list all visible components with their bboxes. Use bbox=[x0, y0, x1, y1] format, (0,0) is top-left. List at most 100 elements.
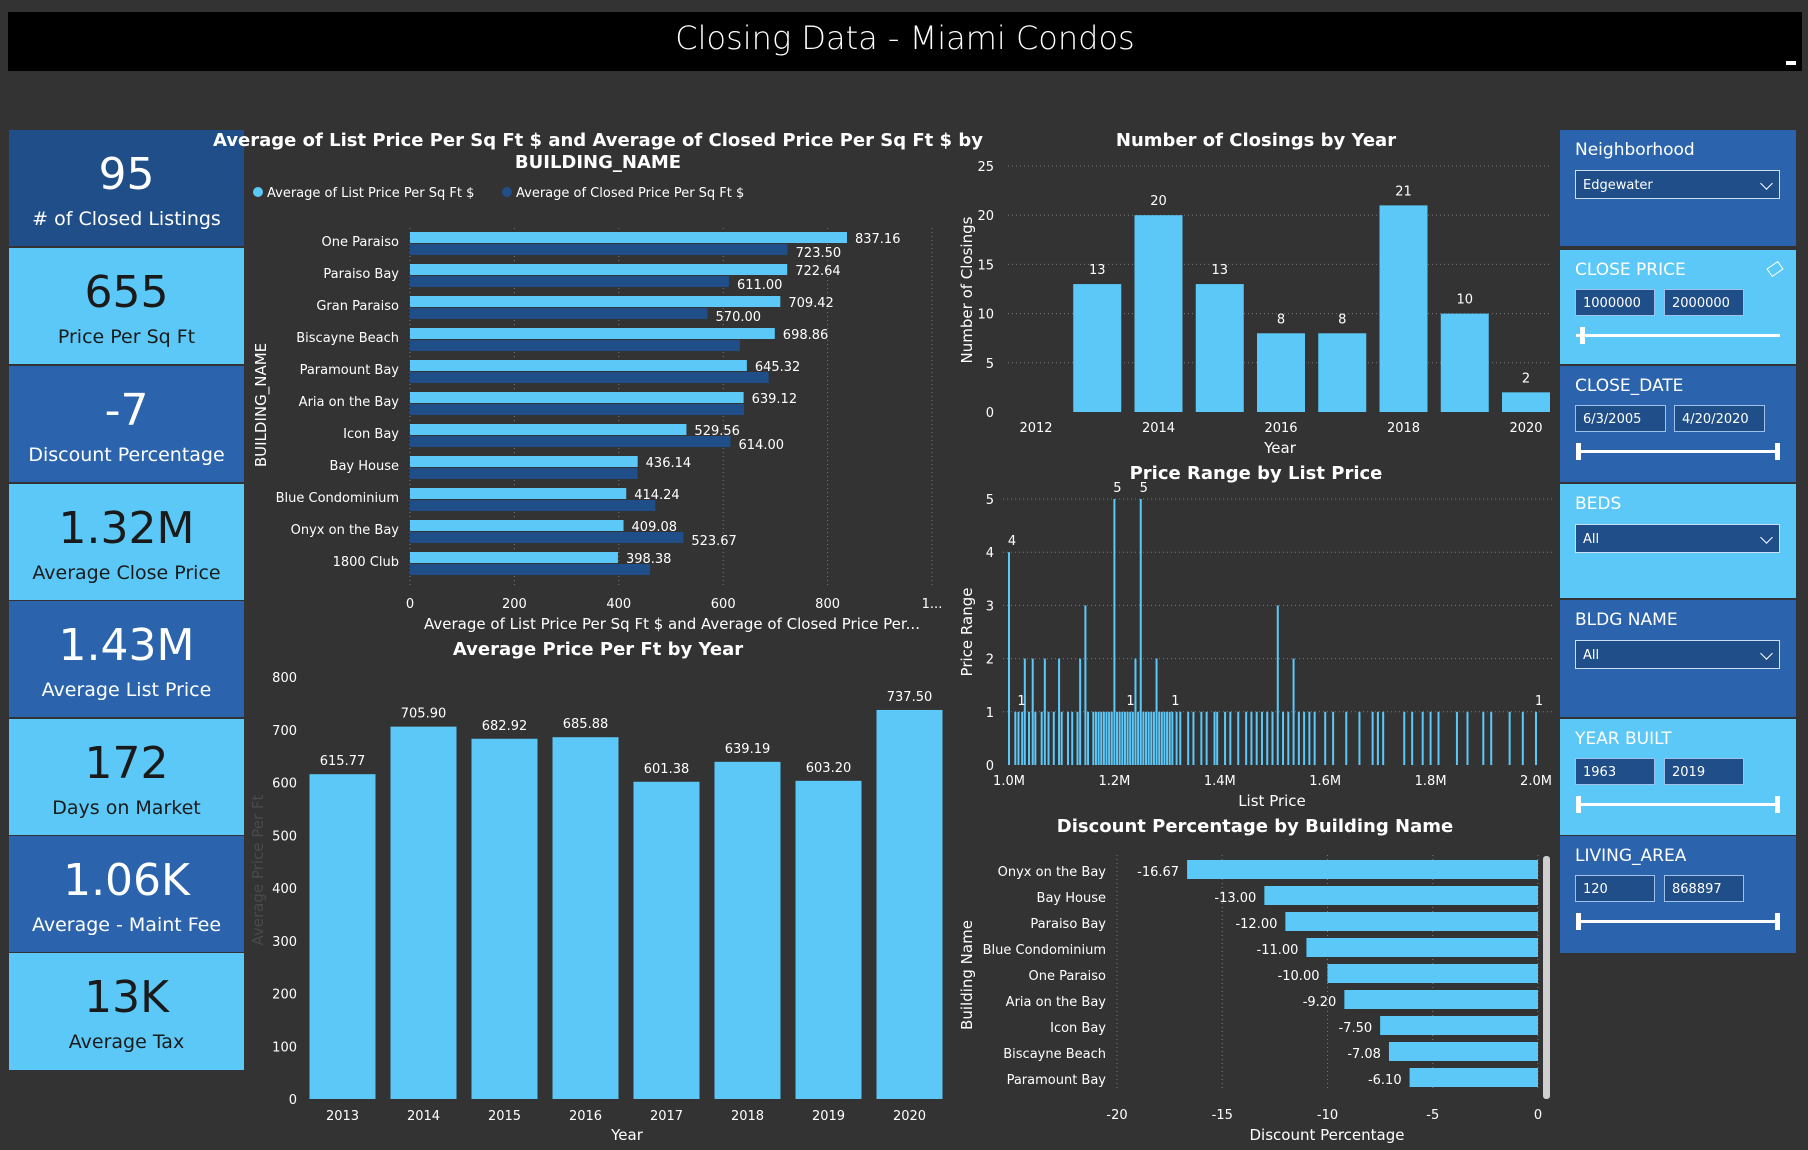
slider-handle-max[interactable] bbox=[1775, 443, 1780, 460]
slider-track[interactable] bbox=[1576, 920, 1780, 923]
x-tick-label: 1.4M bbox=[1204, 774, 1236, 789]
y-tick-label: 5 bbox=[986, 357, 994, 372]
bar-list-price bbox=[410, 456, 638, 467]
slider-track[interactable] bbox=[1576, 334, 1780, 337]
data-label: 5 bbox=[1113, 481, 1121, 496]
bar-list-price bbox=[410, 552, 618, 563]
bar bbox=[1455, 711, 1458, 765]
kpi-label: # of Closed Listings bbox=[32, 208, 221, 230]
scrollbar bbox=[1543, 856, 1550, 1099]
living-area-max-input[interactable]: 868897 bbox=[1664, 875, 1744, 902]
category-label: One Paraiso bbox=[1029, 969, 1107, 984]
bar-list-price bbox=[410, 424, 687, 435]
bar bbox=[1237, 711, 1240, 765]
bar bbox=[1429, 711, 1432, 765]
bldg-name-dropdown[interactable]: All bbox=[1575, 640, 1780, 669]
bar bbox=[1058, 658, 1061, 765]
data-label: 436.14 bbox=[646, 456, 692, 471]
bar bbox=[1034, 711, 1037, 765]
close-price-min-input[interactable]: 1000000 bbox=[1575, 289, 1655, 316]
data-label: -9.20 bbox=[1303, 995, 1337, 1010]
bar bbox=[1266, 711, 1269, 765]
bar bbox=[1105, 711, 1108, 765]
slider-handle-min[interactable] bbox=[1576, 443, 1581, 460]
beds-dropdown[interactable]: All bbox=[1575, 524, 1780, 553]
bar bbox=[1388, 1042, 1538, 1061]
x-tick-label: 2016 bbox=[1264, 421, 1297, 436]
bar bbox=[1071, 711, 1074, 765]
x-axis-title: Year bbox=[1263, 439, 1297, 457]
y-axis-title: Building Name bbox=[958, 920, 976, 1030]
bar bbox=[1142, 711, 1145, 765]
data-label: 523.67 bbox=[691, 534, 737, 549]
slider-handle-min[interactable] bbox=[1580, 327, 1585, 344]
bar bbox=[1017, 711, 1020, 765]
category-label: Icon Bay bbox=[343, 427, 399, 442]
x-tick-label: 2014 bbox=[1142, 421, 1175, 436]
input-value: 6/3/2005 bbox=[1583, 412, 1642, 427]
slider-track[interactable] bbox=[1576, 450, 1780, 453]
bar bbox=[1313, 711, 1316, 765]
bar bbox=[1031, 658, 1034, 765]
data-label: 709.42 bbox=[788, 296, 834, 311]
category-label: Blue Condominium bbox=[276, 491, 399, 506]
close-date-min-input[interactable]: 6/3/2005 bbox=[1575, 405, 1666, 432]
y-tick-label: 0 bbox=[289, 1093, 297, 1108]
bar bbox=[1306, 938, 1538, 957]
slider-handle-max[interactable] bbox=[1775, 913, 1780, 930]
category-label: Biscayne Beach bbox=[296, 331, 399, 346]
kpi-label: Average List Price bbox=[41, 679, 212, 701]
bar bbox=[1318, 333, 1367, 412]
y-tick-label: 200 bbox=[272, 988, 297, 1003]
year-built-max-input[interactable]: 2019 bbox=[1664, 758, 1744, 785]
bar-closed-price bbox=[410, 532, 684, 543]
bar-closed-price bbox=[410, 244, 788, 255]
data-label: 5 bbox=[1140, 481, 1148, 496]
bar bbox=[1129, 711, 1132, 765]
x-tick-label: -20 bbox=[1106, 1108, 1127, 1123]
minimize-icon[interactable] bbox=[1786, 61, 1796, 65]
bar bbox=[1371, 711, 1374, 765]
data-label: 1 bbox=[1535, 694, 1543, 709]
bar-list-price bbox=[410, 232, 847, 243]
kpi-discount-percentage: -7 Discount Percentage bbox=[9, 366, 244, 482]
chart-title: BUILDING_NAME bbox=[515, 152, 681, 173]
year-built-min-input[interactable]: 1963 bbox=[1575, 758, 1655, 785]
slider-handle-min[interactable] bbox=[1576, 913, 1581, 930]
chart-title: Average Price Per Ft by Year bbox=[453, 639, 743, 660]
x-tick-label: 2016 bbox=[569, 1109, 602, 1124]
y-tick-label: 800 bbox=[272, 671, 297, 686]
slicer-title: BEDS bbox=[1575, 494, 1622, 514]
bar bbox=[552, 737, 619, 1099]
bar bbox=[1482, 711, 1485, 765]
kpi-value: 655 bbox=[84, 267, 169, 318]
bar bbox=[1521, 711, 1524, 765]
chart-title: Discount Percentage by Building Name bbox=[1057, 816, 1453, 837]
slider-track[interactable] bbox=[1576, 803, 1780, 806]
kpi-label: Average - Maint Fee bbox=[31, 914, 222, 936]
kpi-label: Discount Percentage bbox=[28, 444, 225, 466]
bar-closed-price bbox=[410, 436, 731, 447]
close-price-max-input[interactable]: 2000000 bbox=[1664, 289, 1744, 316]
bar bbox=[1158, 711, 1161, 765]
data-label: 8 bbox=[1277, 312, 1285, 327]
data-label: 1 bbox=[1017, 694, 1025, 709]
x-tick-label: 1.6M bbox=[1309, 774, 1341, 789]
kpi-price-per-sqft: 655 Price Per Sq Ft bbox=[9, 248, 244, 364]
y-tick-label: 400 bbox=[272, 882, 297, 897]
bar bbox=[1260, 711, 1263, 765]
kpi-label: Days on Market bbox=[52, 797, 201, 819]
slicer-close-price: CLOSE PRICE 1000000 2000000 bbox=[1560, 250, 1796, 364]
data-label: 10 bbox=[1456, 293, 1473, 308]
neighborhood-dropdown[interactable]: Edgewater bbox=[1575, 170, 1780, 199]
slider-handle-max[interactable] bbox=[1775, 796, 1780, 813]
bar bbox=[1014, 711, 1017, 765]
data-label: -16.67 bbox=[1137, 865, 1179, 880]
data-label: 639.19 bbox=[725, 742, 771, 757]
close-date-max-input[interactable]: 4/20/2020 bbox=[1674, 405, 1765, 432]
report-title-bar: Closing Data - Miami Condos bbox=[8, 12, 1802, 71]
slicer-title: CLOSE PRICE bbox=[1575, 260, 1686, 280]
slider-handle-min[interactable] bbox=[1576, 796, 1581, 813]
bar bbox=[1113, 499, 1116, 765]
living-area-min-input[interactable]: 120 bbox=[1575, 875, 1655, 902]
